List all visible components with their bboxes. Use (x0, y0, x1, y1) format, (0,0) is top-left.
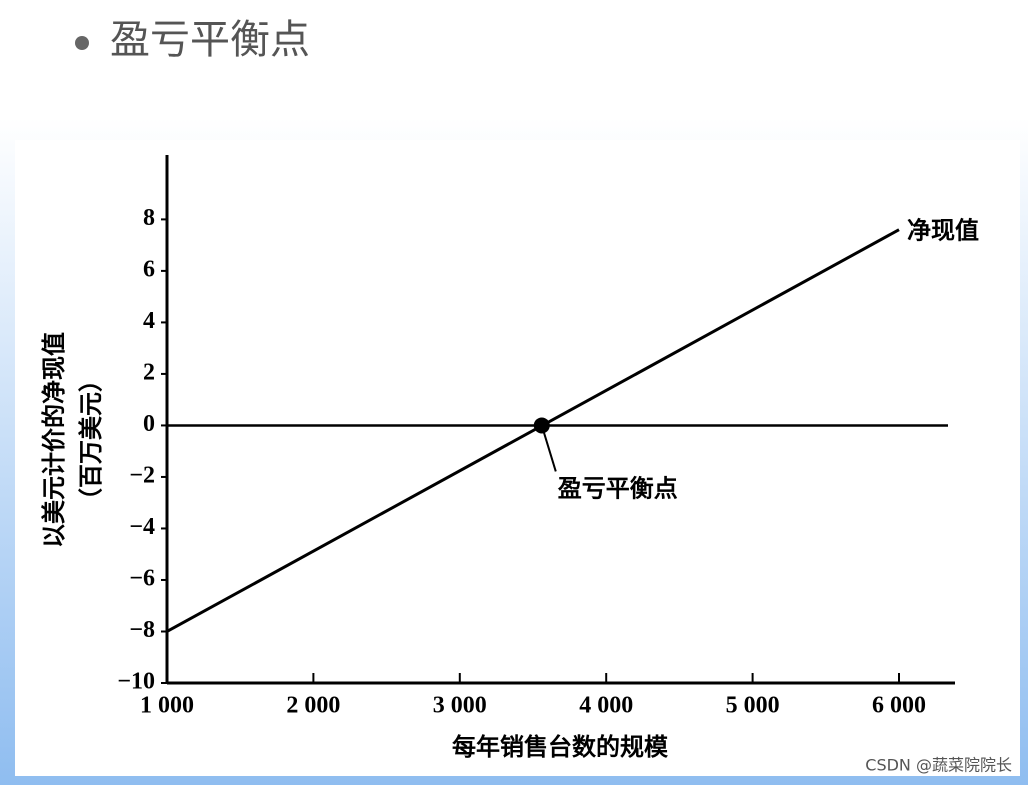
y-tick-label: 8 (143, 205, 155, 231)
y-axis-unit: （百万美元） (77, 368, 105, 512)
y-tick-label: 2 (143, 359, 155, 385)
breakeven-point (533, 417, 550, 434)
watermark: CSDN @蔬菜院院长 (865, 756, 1012, 775)
breakeven-label: 盈亏平衡点 (557, 474, 678, 502)
y-tick-label: −8 (129, 617, 155, 643)
x-tick-label: 3 000 (433, 693, 487, 719)
x-axis-label: 每年销售台数的规模 (452, 733, 669, 761)
bullet (75, 36, 89, 50)
x-tick-label: 6 000 (872, 693, 926, 719)
y-tick-label: 6 (143, 256, 155, 282)
y-tick-label: −4 (129, 514, 155, 540)
x-tick-label: 1 000 (140, 693, 194, 719)
y-tick-label: −6 (129, 565, 155, 591)
y-tick-label: −10 (117, 669, 155, 695)
y-tick-label: 0 (143, 411, 155, 437)
y-tick-label: −2 (129, 462, 155, 488)
x-tick-label: 2 000 (286, 693, 340, 719)
breakeven-leader (540, 425, 557, 472)
y-tick-label: 4 (143, 308, 155, 334)
x-tick-label: 4 000 (579, 693, 633, 719)
series-label: 净现值 (907, 217, 979, 245)
x-tick-label: 5 000 (726, 693, 780, 719)
chart-image (15, 140, 1020, 776)
data-line (166, 228, 900, 633)
slide-title: 盈亏平衡点 (110, 17, 310, 63)
y-axis-label: 以美元计价的净现值 (40, 332, 68, 548)
